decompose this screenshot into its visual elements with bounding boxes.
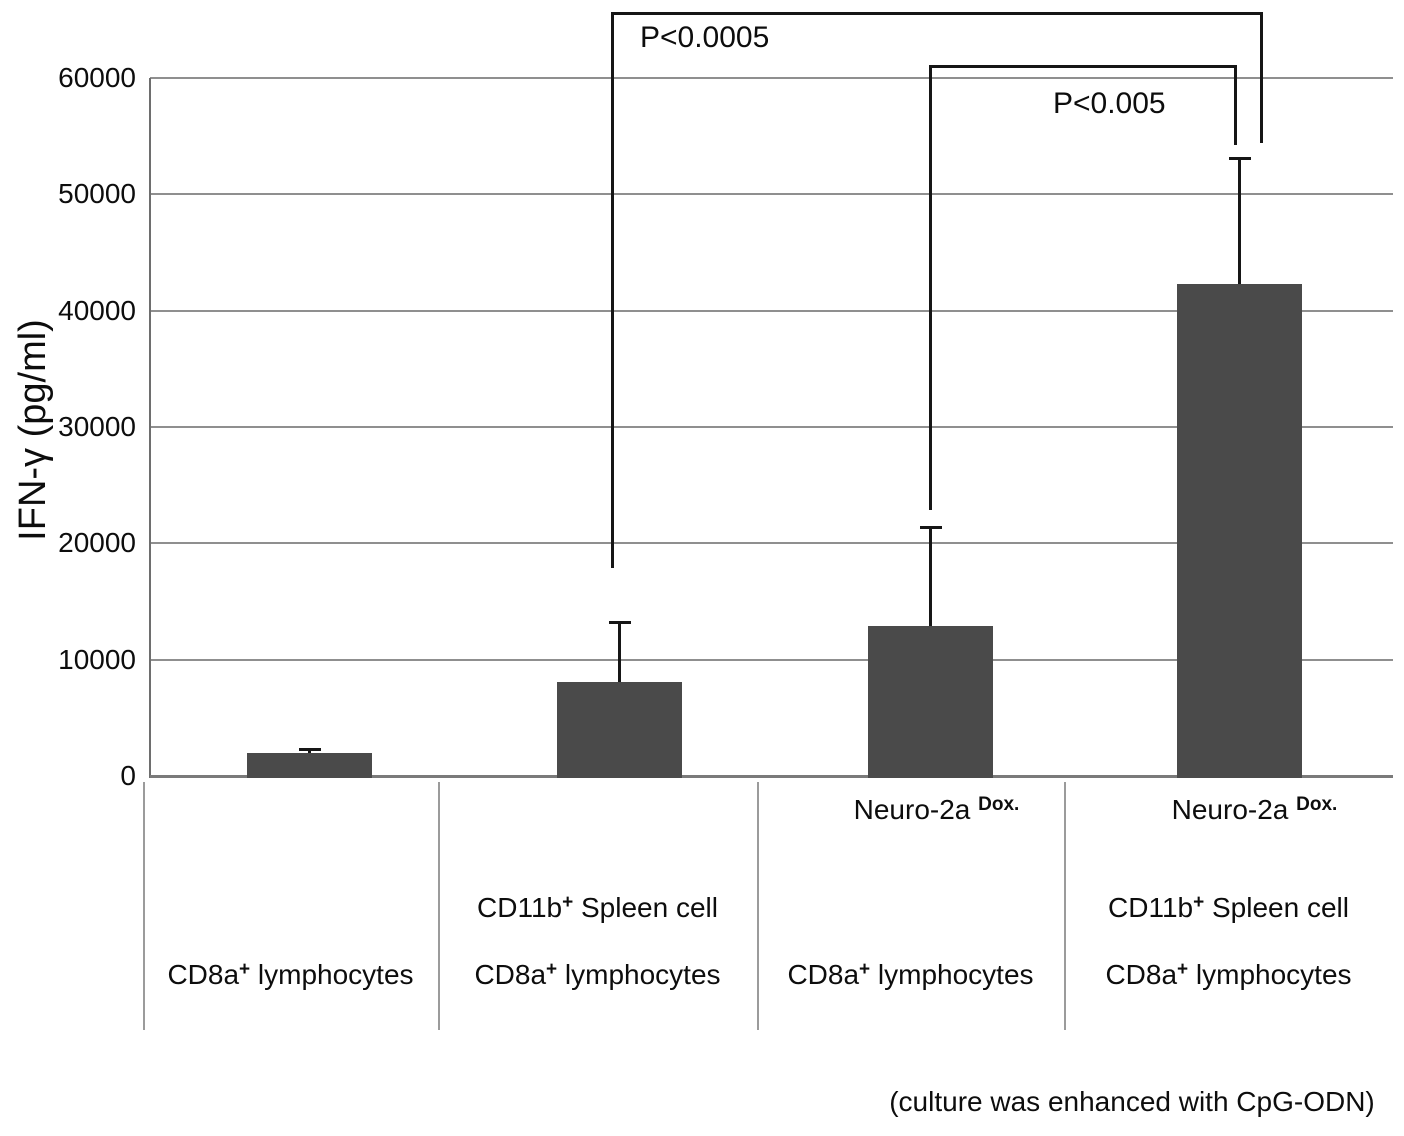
p-value-label: P<0.005 xyxy=(1053,87,1166,120)
superscript-label: + xyxy=(1193,892,1205,913)
label-text: Spleen cell xyxy=(1204,892,1349,923)
y-axis-line xyxy=(149,78,151,778)
x-category-label: Neuro-2a Dox. xyxy=(1090,793,1404,827)
error-bar xyxy=(618,622,621,682)
x-category-label: CD8a+ lymphocytes xyxy=(143,958,438,992)
significance-bracket-left-leg xyxy=(611,12,614,568)
label-text: lymphocytes xyxy=(870,959,1034,990)
label-text: Neuro-2a xyxy=(1171,794,1297,825)
x-category-label: Neuro-2a Dox. xyxy=(783,793,1090,827)
gridline xyxy=(150,193,1393,196)
error-bar xyxy=(308,749,311,753)
x-axis-line xyxy=(150,775,1393,778)
x-category-label: CD11b+ Spleen cell xyxy=(438,891,757,925)
superscript-label: + xyxy=(239,959,251,980)
superscript-label: + xyxy=(859,959,871,980)
gridline xyxy=(150,426,1393,428)
label-text: lymphocytes xyxy=(557,959,721,990)
label-text: Spleen cell xyxy=(573,892,718,923)
significance-bracket-right-leg xyxy=(1234,65,1237,145)
significance-bracket-left-leg xyxy=(929,65,932,510)
label-text: Neuro-2a xyxy=(853,794,979,825)
y-tick-label: 20000 xyxy=(58,527,136,559)
y-tick-label: 60000 xyxy=(58,62,136,93)
gridline xyxy=(150,542,1393,545)
x-label-separator xyxy=(757,782,759,1030)
figure-caption: (culture was enhanced with CpG-ODN) xyxy=(889,1086,1375,1117)
bar xyxy=(868,626,993,778)
y-tick-label: 0 xyxy=(120,760,136,791)
error-bar xyxy=(1238,158,1241,284)
y-tick-label: 40000 xyxy=(58,294,136,326)
label-text: CD11b xyxy=(1108,892,1194,923)
error-bar-cap xyxy=(1228,157,1251,160)
y-tick-label: 30000 xyxy=(58,411,136,442)
label-text: CD8a xyxy=(167,959,240,990)
significance-bracket-right-leg xyxy=(1260,12,1263,143)
p-value-label: P<0.0005 xyxy=(640,21,770,54)
x-category-label: CD8a+ lymphocytes xyxy=(438,958,757,992)
gridline xyxy=(150,658,1393,661)
x-category-label: CD8a+ lymphocytes xyxy=(1064,958,1393,992)
gridline xyxy=(150,309,1393,312)
bar xyxy=(247,753,372,778)
label-text: CD8a xyxy=(474,959,547,990)
x-category-label: CD8a+ lymphocytes xyxy=(757,958,1064,992)
label-text: CD8a xyxy=(787,959,860,990)
x-label-separator xyxy=(143,782,145,1030)
error-bar-cap xyxy=(608,621,631,624)
superscript-label: Dox. xyxy=(1296,794,1338,815)
x-category-label: CD11b+ Spleen cell xyxy=(1064,891,1393,925)
error-bar-cap xyxy=(298,748,321,751)
error-bar-cap xyxy=(919,526,942,529)
bar xyxy=(557,682,682,778)
significance-bracket-top xyxy=(611,12,1263,15)
significance-bracket-top xyxy=(929,65,1237,68)
gridline xyxy=(150,77,1393,79)
superscript-label: + xyxy=(562,892,574,913)
superscript-label: + xyxy=(546,959,558,980)
label-text: lymphocytes xyxy=(1188,959,1352,990)
y-tick-label: 50000 xyxy=(58,178,136,210)
label-text: CD8a xyxy=(1105,959,1178,990)
x-label-separator xyxy=(1064,782,1066,1030)
superscript-label: + xyxy=(1177,959,1189,980)
label-text: lymphocytes xyxy=(250,959,414,990)
bar xyxy=(1177,284,1302,778)
superscript-label: Dox. xyxy=(978,794,1020,815)
x-label-separator xyxy=(438,782,440,1030)
error-bar xyxy=(929,527,932,626)
y-tick-label: 10000 xyxy=(58,643,136,675)
label-text: CD11b xyxy=(477,892,563,923)
